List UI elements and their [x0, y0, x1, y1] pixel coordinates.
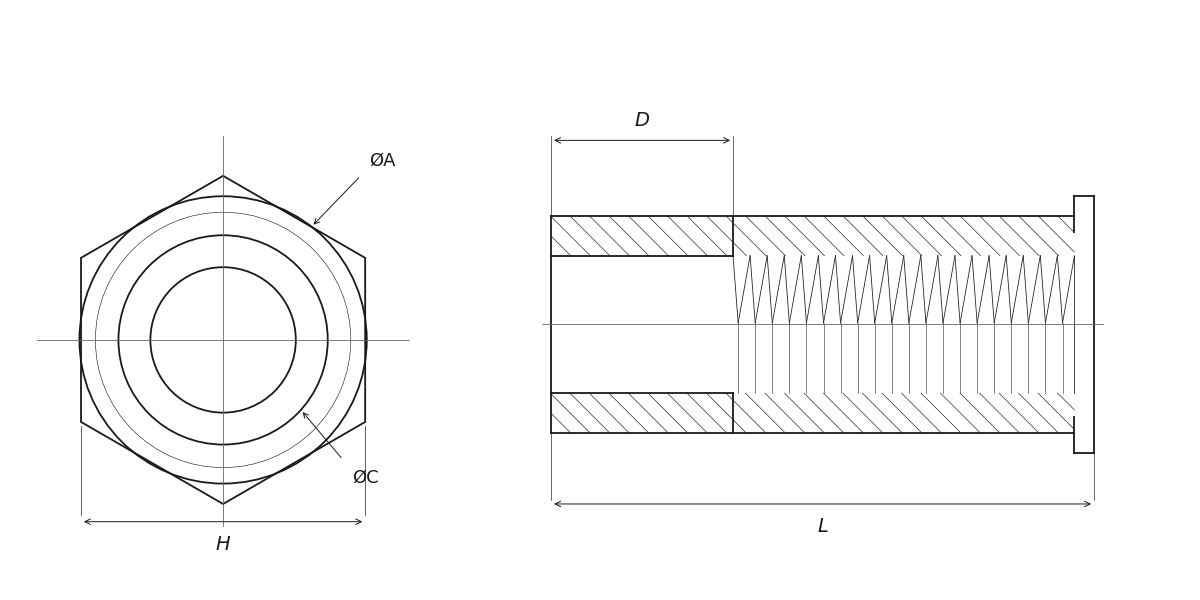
Text: L: L — [817, 517, 828, 536]
Text: H: H — [216, 535, 230, 554]
Text: ØC: ØC — [352, 469, 378, 487]
Text: ØA: ØA — [370, 152, 396, 170]
Text: D: D — [635, 111, 649, 130]
